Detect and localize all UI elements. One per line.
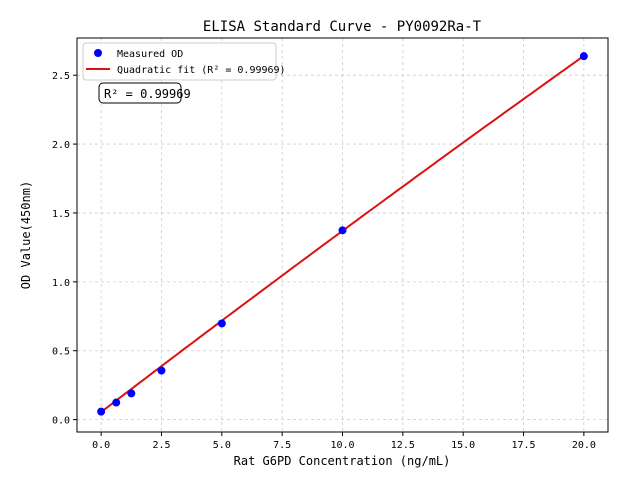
data-point: [157, 366, 166, 375]
data-point: [338, 226, 347, 235]
x-tick-label: 12.5: [391, 440, 415, 451]
y-axis: 0.0 0.5 1.0 1.5 2.0 2.5: [52, 71, 77, 427]
grid: [77, 38, 608, 432]
data-point: [127, 389, 136, 398]
y-tick-label: 0.0: [52, 416, 70, 427]
x-tick-label: 7.5: [273, 440, 291, 451]
y-tick-label: 1.5: [52, 209, 70, 220]
y-tick-label: 2.0: [52, 140, 70, 151]
y-tick-label: 1.0: [52, 278, 70, 289]
y-tick-label: 2.5: [52, 71, 70, 82]
x-tick-label: 2.5: [152, 440, 170, 451]
x-tick-label: 15.0: [451, 440, 475, 451]
legend: Measured OD Quadratic fit (R² = 0.99969): [82, 42, 286, 81]
y-tick-label: 0.5: [52, 347, 70, 358]
marks: [97, 52, 588, 416]
x-tick-label: 17.5: [511, 440, 535, 451]
legend-box: [82, 42, 277, 81]
x-tick-label: 10.0: [330, 440, 354, 451]
r-squared-annotation: R² = 0.99969: [98, 82, 191, 104]
legend-label-fit: Quadratic fit (R² = 0.99969): [117, 65, 286, 76]
annotation-text: R² = 0.99969: [104, 87, 191, 101]
chart-title: ELISA Standard Curve - PY0092Ra-T: [203, 19, 482, 35]
data-point: [579, 52, 588, 61]
y-axis-label: OD Value(450nm): [19, 181, 33, 289]
annotation-box: [98, 82, 182, 104]
x-tick-label: 20.0: [572, 440, 596, 451]
data-point: [97, 407, 106, 416]
x-axis: 0.0 2.5 5.0 7.5 10.0 12.5 15.0 17.5 20.0: [92, 432, 596, 451]
legend-label-measured: Measured OD: [117, 49, 183, 60]
x-tick-label: 0.0: [92, 440, 110, 451]
x-tick-label: 5.0: [213, 440, 231, 451]
x-axis-label: Rat G6PD Concentration (ng/mL): [234, 454, 451, 468]
data-point: [217, 319, 226, 328]
data-point: [112, 398, 121, 407]
legend-marker-measured: [94, 49, 102, 57]
